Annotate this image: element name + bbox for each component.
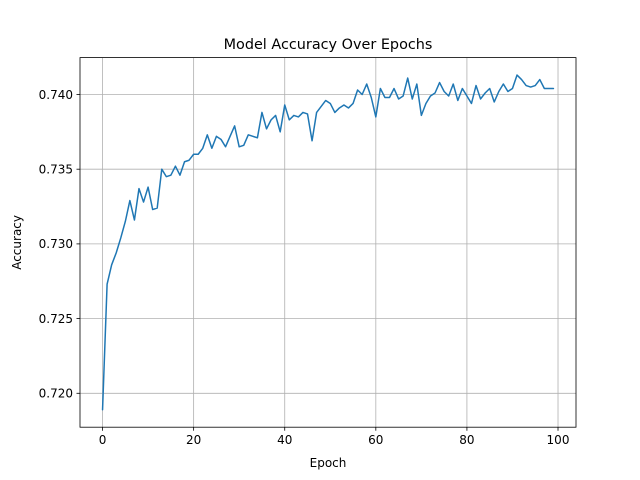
x-axis-label: Epoch <box>310 456 347 470</box>
accuracy-line <box>101 74 555 411</box>
chart-title: Model Accuracy Over Epochs <box>224 37 433 53</box>
grid <box>80 57 576 428</box>
x-tick-label: 20 <box>186 433 201 447</box>
y-tick-label: 0.730 <box>39 237 73 251</box>
y-tick-label: 0.735 <box>39 162 73 176</box>
y-tick-label: 0.720 <box>39 387 73 401</box>
x-tick-label: 40 <box>277 433 292 447</box>
x-tick-label: 80 <box>459 433 474 447</box>
y-tick-label: 0.725 <box>39 312 73 326</box>
y-tick-label: 0.740 <box>39 88 73 102</box>
y-axis-label: Accuracy <box>10 215 24 270</box>
x-tick-label: 0 <box>99 433 107 447</box>
plot-frame <box>79 57 577 428</box>
x-tick-label: 60 <box>368 433 383 447</box>
axis-ticks: 0 20 40 60 80 100 0.720 0.725 0.730 0.735 0.740 <box>39 88 570 447</box>
x-tick-label: 100 <box>547 433 570 447</box>
